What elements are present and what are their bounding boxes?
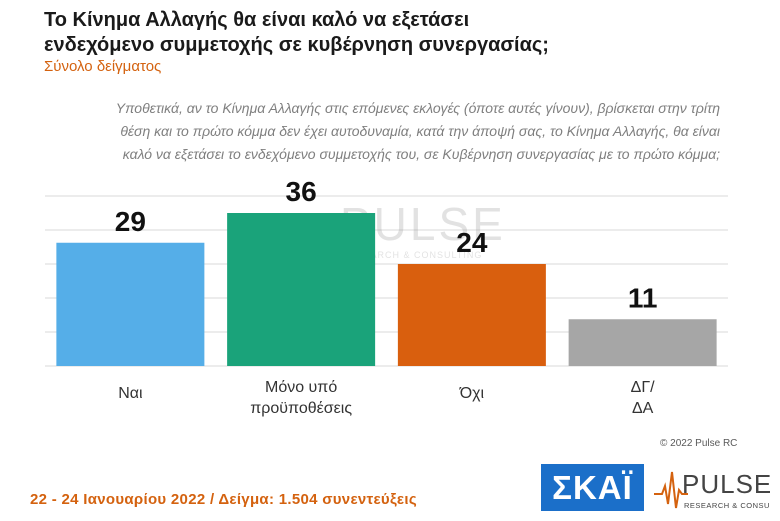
category-label: προϋποθέσεις [250, 400, 352, 417]
data-label: 29 [115, 206, 146, 237]
category-label: Μόνο υπό [265, 379, 337, 396]
question-line-2: θέση και το πρώτο κόμμα δεν έχει αυτοδυν… [120, 123, 720, 139]
chart-title: Το Κίνημα Αλλαγής θα είναι καλό να εξετά… [44, 8, 604, 58]
pulse-logo-text: PULSE [682, 469, 770, 499]
bar [397, 264, 546, 366]
data-label: 11 [628, 282, 658, 313]
bar [568, 319, 717, 366]
category-label: Όχι [459, 385, 485, 402]
survey-question: Υποθετικά, αν το Κίνημα Αλλαγής στις επό… [70, 97, 720, 166]
category-label: ΔΓ/ [631, 379, 656, 396]
bar [56, 242, 205, 366]
category-label: ΔΑ [632, 400, 654, 417]
question-line-1: Υποθετικά, αν το Κίνημα Αλλαγής στις επό… [115, 100, 720, 116]
data-label: 36 [286, 176, 317, 207]
chart-subtitle: Σύνολο δείγματος [44, 58, 162, 75]
title-line-2: ενδεχόμενο συμμετοχής σε κυβέρνηση συνερ… [44, 34, 549, 56]
pulse-logo: PULSE RESEARCH & CONSULTING [654, 469, 770, 510]
data-label: 24 [456, 227, 488, 258]
skai-logo: ΣΚΑΪ [541, 464, 644, 511]
title-line-1: Το Κίνημα Αλλαγής θα είναι καλό να εξετά… [44, 9, 470, 31]
copyright: © 2022 Pulse RC [660, 438, 738, 449]
category-label: Ναι [118, 385, 143, 402]
bar [227, 213, 376, 366]
fieldwork-info: 22 - 24 Ιανουαρίου 2022 / Δείγμα: 1.504 … [30, 491, 417, 508]
watermark-subtext: RESEARCH & CONSULTING [342, 250, 482, 260]
question-line-3: καλό να εξετάσει το ενδεχόμενο συμμετοχή… [122, 146, 720, 162]
pulse-logo-subtext: RESEARCH & CONSULTING [684, 501, 770, 510]
